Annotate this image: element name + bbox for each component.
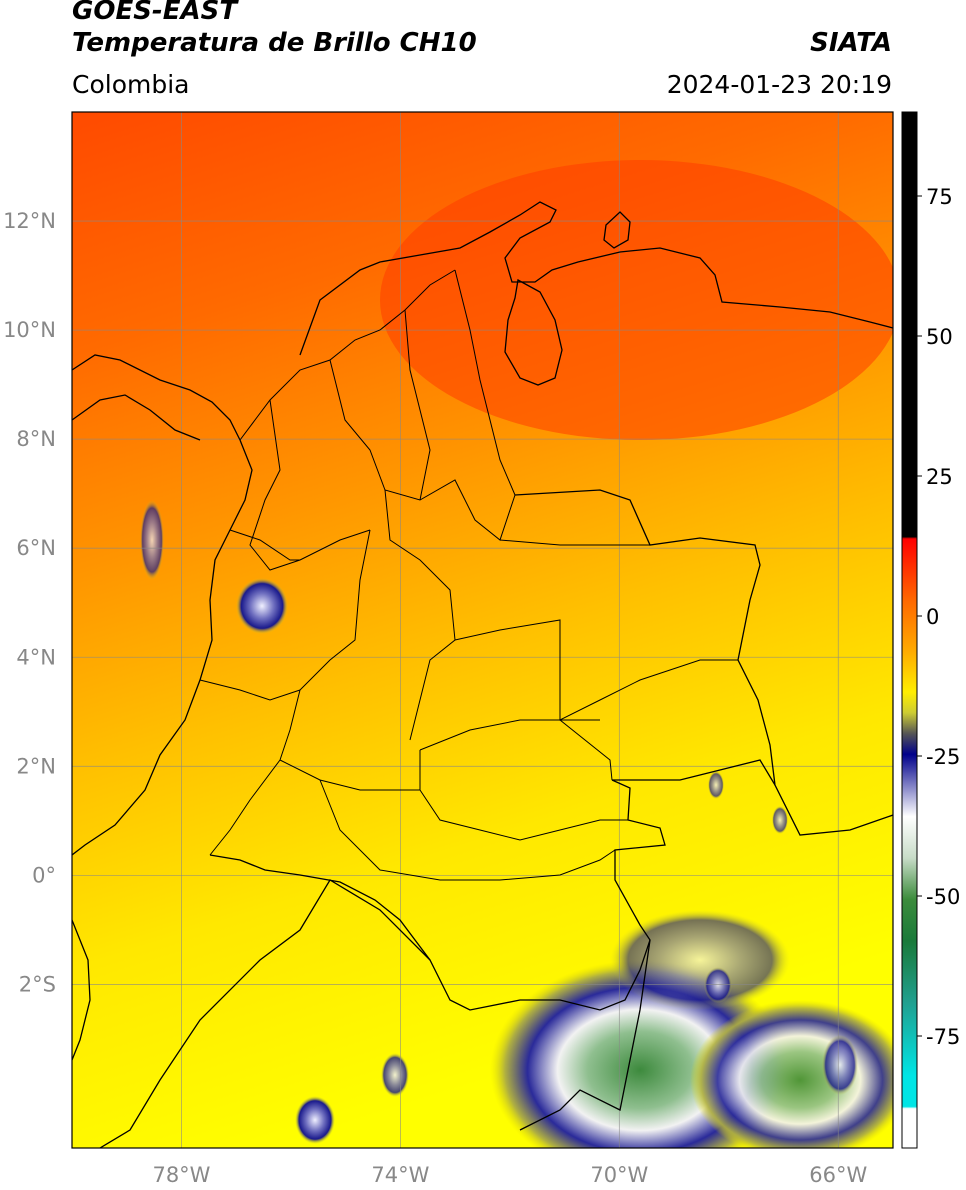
product-title: Temperatura de Brillo CH10: [72, 28, 477, 58]
ecuador-coast: [72, 919, 91, 1061]
cloud-cell: [704, 967, 732, 1003]
lon-tick-label: 66°W: [809, 1163, 867, 1187]
lat-tick-label: 8°N: [16, 427, 56, 451]
cloud-cell: [610, 910, 790, 1010]
map-frame: [71, 111, 894, 1149]
lon-tick-label: 74°W: [371, 1163, 429, 1187]
colorbar-tick-label: 0: [926, 605, 939, 629]
lat-tick-label: 2°N: [16, 754, 56, 778]
colorbar-tick-label: -50: [926, 885, 960, 909]
latitude-ticks: 12°N 10°N 8°N 6°N 4°N 2°N 0° 2°S: [3, 209, 56, 996]
colorbar-tick-label: -25: [926, 745, 960, 769]
cloud-cell: [381, 1053, 409, 1097]
panama-south: [72, 394, 201, 441]
cloud-cell: [140, 500, 164, 580]
region-label: Colombia: [72, 70, 190, 99]
cloud-cell: [295, 1096, 335, 1144]
caribbean-coastline: [299, 201, 893, 356]
lat-tick-label: 10°N: [3, 318, 56, 342]
department-boundaries: [199, 269, 738, 881]
colorbar-tick-label: 25: [926, 465, 953, 489]
boundaries: [72, 201, 893, 1148]
brazil-peru-border: [519, 939, 651, 1131]
venezuela-brazil-border: [612, 759, 776, 786]
cloud-cell: [236, 578, 288, 634]
convective-cloud-system: [690, 1000, 893, 1148]
lon-tick-label: 70°W: [590, 1163, 648, 1187]
colorbar-tick-label: -75: [926, 1025, 960, 1049]
datetime-label: 2024-01-23 20:19: [666, 70, 892, 99]
satellite-title: GOES-EAST: [72, 0, 238, 26]
lat-tick-label: 0°: [32, 863, 56, 887]
cloud-cell: [822, 1035, 858, 1095]
paraguana: [603, 211, 631, 249]
peru-ecuador-border: [99, 879, 431, 1148]
lat-tick-label: 12°N: [3, 209, 56, 233]
lat-tick-label: 4°N: [16, 645, 56, 669]
colorbar: [901, 111, 918, 1149]
cloud-cell: [772, 806, 788, 834]
cloud-cell: [708, 771, 724, 799]
colorbar-tick-label: 75: [926, 185, 953, 209]
graticule: [72, 112, 893, 1148]
panama-coast: [72, 354, 241, 441]
longitude-ticks: 78°W 74°W 70°W 66°W: [152, 1163, 867, 1187]
warm-region: [380, 160, 893, 440]
colorbar-ticks: 75 50 25 0 -25 -50 -75: [917, 185, 960, 1049]
agency-label: SIATA: [810, 28, 892, 58]
maracaibo-lake: [504, 278, 563, 386]
lat-tick-label: 2°S: [19, 972, 56, 996]
lat-tick-label: 6°N: [16, 536, 56, 560]
colombia-east-border: [514, 489, 893, 836]
lon-tick-label: 78°W: [152, 1163, 210, 1187]
colorbar-tick-label: 50: [926, 325, 953, 349]
colombia-south-border: [209, 779, 666, 1011]
pacific-coastline: [72, 439, 253, 856]
